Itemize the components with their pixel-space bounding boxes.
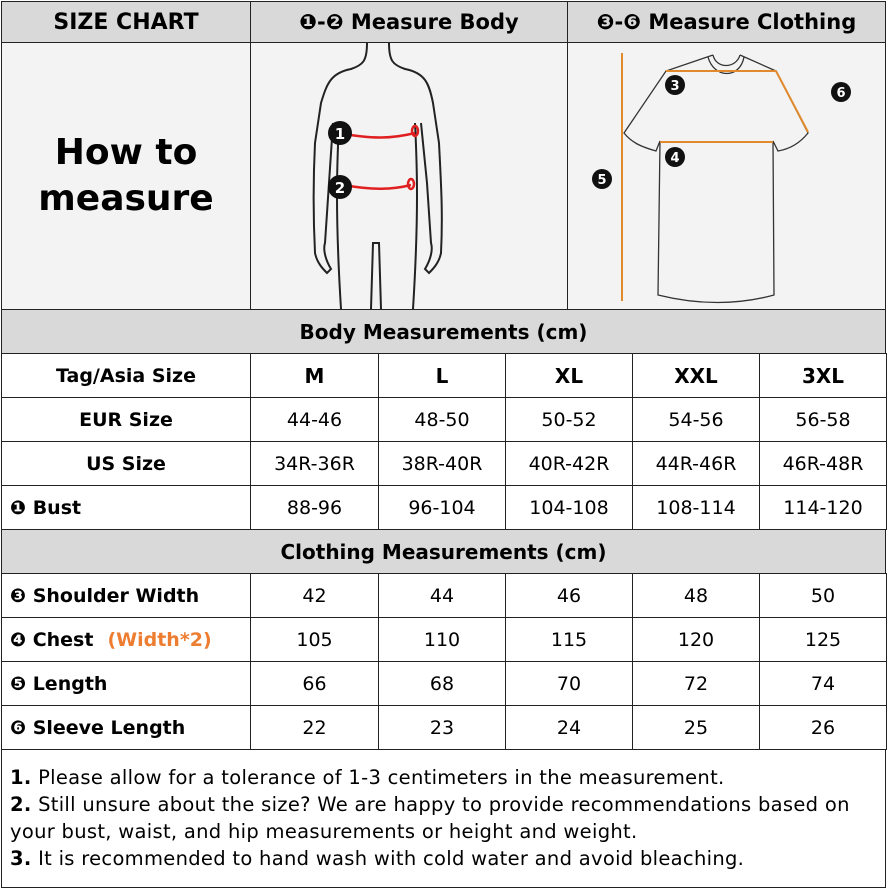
svg-text:3: 3: [670, 79, 679, 94]
body-section-title: Body Measurements (cm): [1, 309, 886, 354]
svg-text:4: 4: [670, 151, 679, 166]
table-cell: 38R-40R: [378, 441, 506, 486]
table-cell: 120: [632, 617, 760, 662]
table-cell: 23: [378, 705, 506, 750]
row-label: ❻ Sleeve Length: [1, 705, 251, 750]
table-cell: 22: [250, 705, 379, 750]
how-to-line2: measure: [38, 178, 214, 219]
row-label: US Size: [1, 441, 251, 486]
table-cell: 34R-36R: [250, 441, 379, 486]
row-label: EUR Size: [1, 397, 251, 442]
row-label-text: ❹ Chest: [10, 628, 94, 651]
marker-3-icon: 3: [665, 75, 685, 95]
table-cell: 110: [378, 617, 506, 662]
row-label-text: ❺ Length: [10, 672, 108, 695]
row-label: ❺ Length: [1, 661, 251, 706]
marker-1-icon: 1: [328, 121, 352, 145]
table-cell: 68: [378, 661, 506, 706]
table-cell: 66: [250, 661, 379, 706]
table-cell: 46R-48R: [759, 441, 887, 486]
marker-2-icon: 2: [328, 175, 352, 199]
measure-body-title: ❶-❷ Measure Body: [250, 1, 568, 43]
table-cell: 40R-42R: [505, 441, 633, 486]
clothing-section-title: Clothing Measurements (cm): [1, 529, 886, 574]
row-label: ❶ Bust: [1, 485, 251, 530]
table-cell: 3XL: [759, 353, 887, 398]
table-cell: 44-46: [250, 397, 379, 442]
marker-4-icon: 4: [665, 147, 685, 167]
row-label-text: EUR Size: [79, 408, 173, 431]
table-cell: 48: [632, 573, 760, 618]
row-label-text: ❸ Shoulder Width: [10, 584, 200, 607]
table-cell: 105: [250, 617, 379, 662]
note-1: 1. Please allow for a tolerance of 1-3 c…: [10, 766, 725, 789]
table-cell: 56-58: [759, 397, 887, 442]
table-cell: 50: [759, 573, 887, 618]
row-label-text: ❻ Sleeve Length: [10, 716, 186, 739]
row-label: ❸ Shoulder Width: [1, 573, 251, 618]
table-cell: 46: [505, 573, 633, 618]
row-label: ❹ Chest (Width*2): [1, 617, 251, 662]
table-cell: 72: [632, 661, 760, 706]
table-cell: XXL: [632, 353, 760, 398]
table-cell: 88-96: [250, 485, 379, 530]
table-cell: 44R-46R: [632, 441, 760, 486]
table-cell: 125: [759, 617, 887, 662]
table-cell: 70: [505, 661, 633, 706]
marker-5-icon: 5: [592, 169, 612, 189]
row-label-text: US Size: [86, 452, 166, 475]
svg-text:5: 5: [597, 173, 606, 188]
table-cell: XL: [505, 353, 633, 398]
table-cell: 114-120: [759, 485, 887, 530]
notes: 1. Please allow for a tolerance of 1-3 c…: [1, 749, 886, 888]
table-cell: 108-114: [632, 485, 760, 530]
table-cell: 115: [505, 617, 633, 662]
table-cell: 104-108: [505, 485, 633, 530]
note-3: 3. It is recommended to hand wash with c…: [10, 847, 745, 870]
table-cell: 25: [632, 705, 760, 750]
marker-6-icon: 6: [831, 82, 851, 102]
table-cell: 48-50: [378, 397, 506, 442]
svg-text:2: 2: [335, 179, 345, 197]
table-cell: 42: [250, 573, 379, 618]
table-cell: 44: [378, 573, 506, 618]
svg-text:1: 1: [335, 125, 345, 143]
table-cell: 50-52: [505, 397, 633, 442]
measure-clothing-title: ❸-❻ Measure Clothing: [567, 1, 886, 43]
shirt-figure: 3 4 5 6: [567, 42, 886, 310]
size-chart-title: SIZE CHART: [1, 1, 251, 43]
table-cell: M: [250, 353, 379, 398]
row-label-text: Tag/Asia Size: [56, 364, 196, 387]
shirt-outline-illustration: 3 4 5 6: [592, 53, 851, 304]
row-label: Tag/Asia Size: [1, 353, 251, 398]
table-cell: 96-104: [378, 485, 506, 530]
body-outline-illustration: 1 2: [312, 43, 443, 309]
table-cell: 26: [759, 705, 887, 750]
table-cell: 54-56: [632, 397, 760, 442]
row-label-note: (Width*2): [107, 628, 212, 651]
table-cell: 74: [759, 661, 887, 706]
how-to-measure: How to measure: [1, 42, 251, 310]
row-label-text: ❶ Bust: [10, 496, 82, 519]
note-2: 2. Still unsure about the size? We are h…: [10, 793, 850, 843]
table-cell: L: [378, 353, 506, 398]
svg-text:6: 6: [836, 86, 845, 101]
how-to-line1: How to: [54, 132, 198, 173]
table-cell: 24: [505, 705, 633, 750]
body-figure: 1 2: [250, 42, 568, 310]
